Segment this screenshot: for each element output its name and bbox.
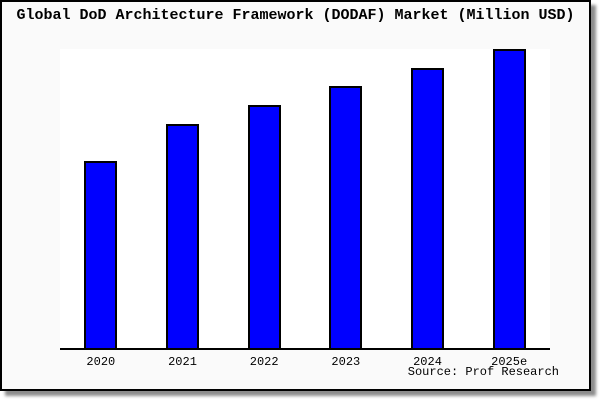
chart-card: Global DoD Architecture Framework (DODAF… — [0, 0, 591, 391]
source-note: Source: Prof Research — [407, 365, 559, 379]
bar-2021 — [166, 124, 199, 348]
x-tick-label-2025e: 2025e — [491, 355, 528, 369]
bar-2023 — [329, 86, 363, 348]
plot-area — [60, 49, 550, 350]
x-tick-label-2022: 2022 — [249, 355, 279, 369]
bar-2022 — [247, 104, 281, 348]
bar-2024 — [411, 68, 444, 348]
chart-title: Global DoD Architecture Framework (DODAF… — [16, 7, 575, 24]
bar-2025e — [492, 49, 526, 348]
x-tick-label-2024: 2024 — [413, 355, 442, 369]
x-tick-label-2020: 2020 — [86, 355, 116, 369]
bar-2020 — [84, 161, 118, 348]
x-tick-label-2021: 2021 — [168, 355, 197, 369]
x-tick-label-2023: 2023 — [331, 355, 361, 369]
